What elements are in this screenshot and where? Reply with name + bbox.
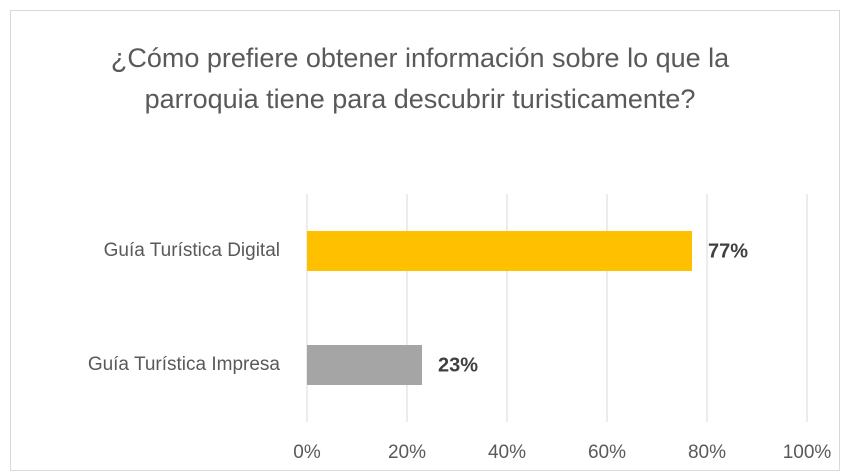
y-tick-label: Guía Turística Impresa [88, 354, 281, 375]
x-tick-label: 80% [688, 442, 726, 463]
x-tick-label: 60% [588, 442, 626, 463]
data-label: 77% [708, 240, 748, 262]
x-tick-label: 100% [783, 442, 832, 463]
x-tick-label: 40% [488, 442, 526, 463]
bar [307, 231, 692, 271]
y-tick-label: Guía Turística Digital [104, 240, 280, 261]
chart-title: ¿Cómo prefiere obtener información sobre… [110, 43, 730, 114]
data-label: 23% [438, 354, 478, 376]
x-tick-label: 0% [293, 442, 321, 463]
x-tick-label: 20% [388, 442, 426, 463]
bar [307, 345, 422, 385]
